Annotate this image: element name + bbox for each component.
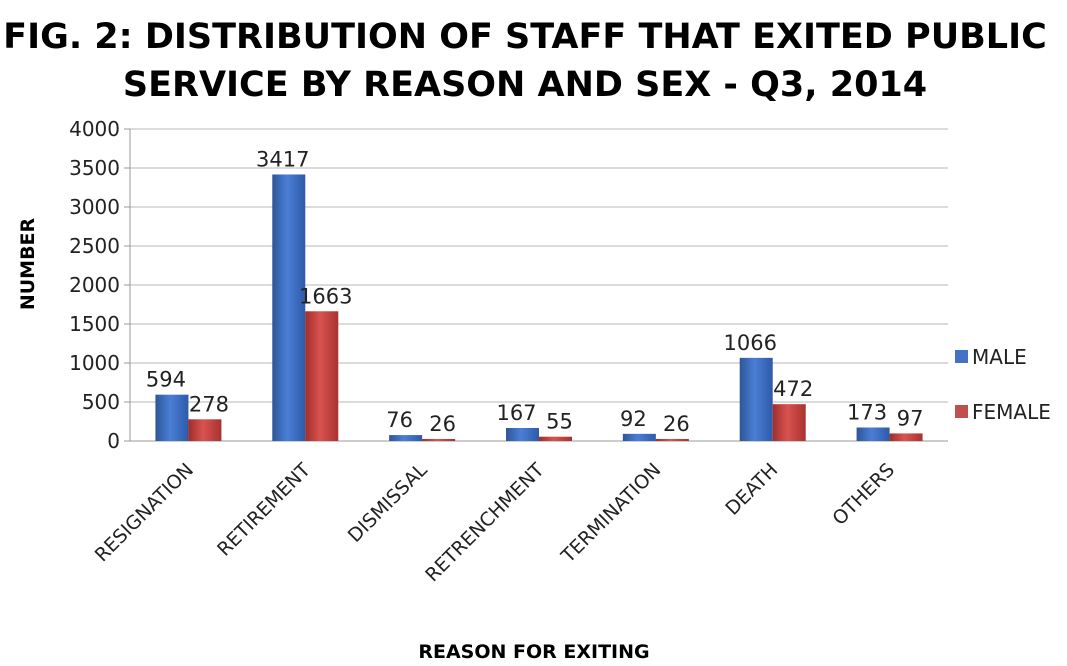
x-category-label: RETRENCHMENT bbox=[421, 459, 549, 587]
chart-title-line-2: SERVICE BY REASON AND SEX - Q3, 2014 bbox=[123, 65, 927, 105]
data-label-male-resignation: 594 bbox=[146, 368, 186, 392]
x-category-label: DISMISSAL bbox=[344, 459, 432, 547]
bar-female-others bbox=[889, 433, 923, 441]
bar-male-dismissal bbox=[389, 435, 423, 441]
bar-male-death bbox=[739, 357, 773, 441]
bar-male-resignation bbox=[155, 394, 189, 441]
grid bbox=[124, 128, 948, 442]
x-category-label: RESIGNATION bbox=[91, 459, 198, 566]
y-tick-label: 500 bbox=[82, 390, 120, 414]
y-tick-label: 2500 bbox=[69, 234, 120, 258]
y-tick-label: 4000 bbox=[69, 117, 120, 141]
bar-female-resignation bbox=[188, 419, 222, 441]
x-category-label: OTHERS bbox=[828, 459, 899, 530]
legend-swatch-male bbox=[955, 350, 968, 363]
x-axis-title: REASON FOR EXITING bbox=[418, 641, 649, 663]
bar-female-retrenchment bbox=[539, 436, 572, 441]
bar-female-dismissal bbox=[422, 438, 456, 441]
data-label-female-others: 97 bbox=[897, 406, 924, 430]
y-tick-label: 0 bbox=[107, 429, 120, 453]
bars bbox=[155, 174, 923, 441]
bar-male-retrenchment bbox=[506, 427, 539, 441]
data-label-male-retirement: 3417 bbox=[256, 147, 309, 171]
y-tick-label: 2000 bbox=[69, 273, 120, 297]
y-tick-label: 3000 bbox=[69, 195, 120, 219]
legend-swatch-female bbox=[955, 405, 968, 418]
x-axis-categories: RESIGNATION RETIREMENT DISMISSALRETRENCHME… bbox=[91, 459, 899, 587]
legend-label-female: FEMALE bbox=[972, 400, 1051, 424]
data-label-female-retrenchment: 55 bbox=[546, 410, 573, 434]
x-category-label: TERMINATION bbox=[557, 459, 666, 568]
bar-female-retirement bbox=[305, 311, 339, 441]
data-label-male-death: 1066 bbox=[723, 331, 776, 355]
x-category-label: RETIREMENT bbox=[213, 459, 315, 561]
data-label-male-termination: 92 bbox=[620, 407, 647, 431]
bar-male-termination bbox=[622, 433, 656, 441]
legend-label-male: MALE bbox=[972, 345, 1027, 369]
chart-title-line-1: FIG. 2: DISTRIBUTION OF STAFF THAT EXITE… bbox=[3, 17, 1047, 57]
data-label-female-death: 472 bbox=[773, 377, 813, 401]
y-tick-label: 1000 bbox=[69, 351, 120, 375]
y-tick-label: 1500 bbox=[69, 312, 120, 336]
data-label-female-dismissal: 26 bbox=[429, 412, 456, 436]
y-tick-label: 3500 bbox=[69, 156, 120, 180]
bar-male-others bbox=[856, 427, 890, 441]
data-label-male-retrenchment: 167 bbox=[496, 401, 536, 425]
data-label-female-resignation: 278 bbox=[189, 392, 229, 416]
y-axis-title: NUMBER bbox=[17, 217, 39, 310]
bar-female-termination bbox=[655, 438, 689, 441]
y-axis-ticks: 0 500 1000 1500 2000 2500 3000 3500 4000 bbox=[69, 117, 120, 453]
data-label-female-termination: 26 bbox=[663, 412, 690, 436]
bar-female-death bbox=[772, 404, 806, 441]
data-label-male-dismissal: 76 bbox=[386, 408, 413, 432]
data-label-female-retirement: 1663 bbox=[299, 284, 352, 308]
data-label-male-others: 173 bbox=[847, 401, 887, 425]
x-category-label: DEATH bbox=[721, 459, 782, 520]
legend: MALE FEMALE bbox=[955, 345, 1051, 424]
bar-male-retirement bbox=[272, 174, 306, 441]
